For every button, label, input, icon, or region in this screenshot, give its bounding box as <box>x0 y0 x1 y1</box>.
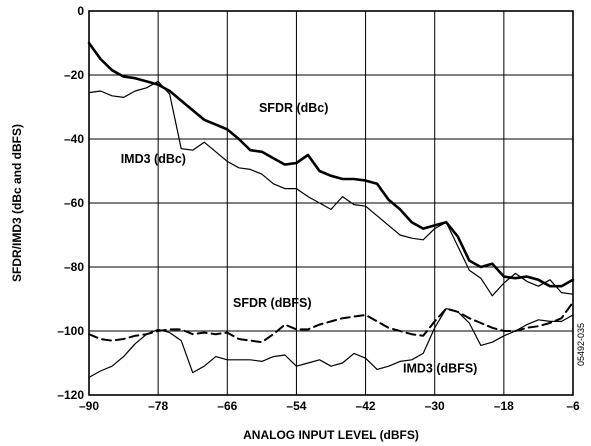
x-tick-label: –18 <box>494 399 514 413</box>
x-tick-label: –42 <box>356 399 376 413</box>
x-tick-label: –30 <box>425 399 445 413</box>
y-tick-label: –80 <box>64 260 84 274</box>
series-label-sfdr-dbc: SFDR (dBc) <box>259 101 328 115</box>
series-line-2 <box>89 302 573 342</box>
series-lines <box>89 43 573 377</box>
y-tick-label: –100 <box>57 324 84 338</box>
x-tick-label: –78 <box>148 399 168 413</box>
figure-id: 05492-035 <box>576 323 586 366</box>
series-label-sfdr-dbfs: SFDR (dBFS) <box>233 296 311 310</box>
x-tick-label: –66 <box>217 399 237 413</box>
y-tick-label: –120 <box>57 388 84 402</box>
x-tick-label: –54 <box>286 399 306 413</box>
series-label-imd3-dbfs: IMD3 (dBFS) <box>403 362 477 376</box>
y-tick-label: –40 <box>64 132 84 146</box>
y-tick-label: –20 <box>64 68 84 82</box>
series-line-3 <box>89 309 573 378</box>
series-label-imd3-dbc: IMD3 (dBc) <box>121 152 186 166</box>
series-line-1 <box>89 81 573 295</box>
y-tick-labels: 0 –20 –40 –60 –80 –100 –120 <box>57 4 84 402</box>
x-tick-labels: –90 –78 –66 –54 –42 –30 –18 –6 <box>79 399 580 413</box>
y-tick-label: 0 <box>77 4 84 18</box>
x-axis-title: ANALOG INPUT LEVEL (dBFS) <box>243 428 419 442</box>
y-axis-title: SFDR/IMD3 (dBc and dBFS) <box>10 124 24 282</box>
x-tick-label: –6 <box>566 399 580 413</box>
y-tick-label: –60 <box>64 196 84 210</box>
